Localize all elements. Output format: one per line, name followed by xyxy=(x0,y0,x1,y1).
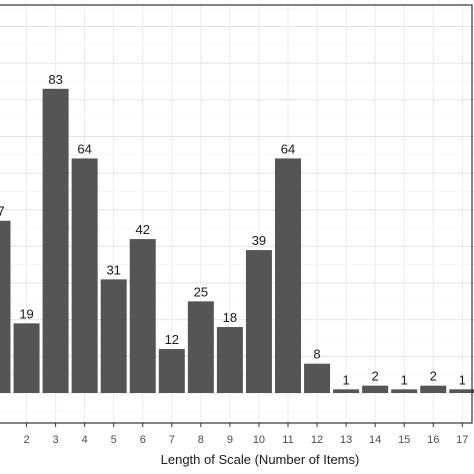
bar xyxy=(100,279,127,393)
data-label: 42 xyxy=(136,222,150,237)
bar xyxy=(304,363,331,393)
bar xyxy=(362,385,389,393)
data-label: 2 xyxy=(430,369,437,384)
x-tick-label: 1 xyxy=(0,434,1,446)
x-tick-label: 3 xyxy=(53,434,59,446)
data-label: 19 xyxy=(19,306,33,321)
x-tick-label: 17 xyxy=(456,434,468,446)
bar xyxy=(129,239,156,393)
data-label: 8 xyxy=(313,347,320,362)
data-label: 18 xyxy=(223,310,237,325)
bar xyxy=(187,301,214,393)
bars xyxy=(0,88,474,394)
x-axis-title: Length of Scale (Number of Items) xyxy=(161,452,360,467)
data-label: 83 xyxy=(48,72,62,87)
x-tick-label: 16 xyxy=(427,434,439,446)
data-label: 1 xyxy=(342,372,349,387)
bar xyxy=(158,349,185,393)
x-tick-label: 6 xyxy=(140,434,146,446)
x-tick-label: 11 xyxy=(282,434,293,446)
bar xyxy=(13,323,40,393)
x-tick-label: 5 xyxy=(111,434,117,446)
bar xyxy=(391,389,418,393)
bar xyxy=(245,250,272,393)
data-label: 1 xyxy=(401,372,408,387)
bar xyxy=(42,88,69,394)
x-tick-label: 10 xyxy=(253,434,265,446)
bar xyxy=(420,385,447,393)
x-tick-label: 9 xyxy=(227,434,233,446)
data-label: 47 xyxy=(0,204,5,219)
data-label: 64 xyxy=(77,141,91,156)
bar xyxy=(216,327,243,393)
x-tick-label: 8 xyxy=(198,434,204,446)
x-tick-label: 15 xyxy=(398,434,410,446)
x-tick-label: 2 xyxy=(23,434,29,446)
x-tick-label: 12 xyxy=(311,434,323,446)
data-labels: 4719836431421225183964812121 xyxy=(0,72,466,388)
data-label: 64 xyxy=(281,141,295,156)
data-label: 1 xyxy=(459,372,466,387)
x-tick-label: 4 xyxy=(82,434,88,446)
bar xyxy=(333,389,360,393)
x-tick-label: 14 xyxy=(369,434,381,446)
bar xyxy=(71,158,98,393)
x-tick-label: 7 xyxy=(169,434,175,446)
bar xyxy=(449,389,474,393)
data-label: 2 xyxy=(372,369,379,384)
x-tick-label: 13 xyxy=(340,434,352,446)
data-label: 25 xyxy=(194,284,208,299)
data-label: 39 xyxy=(252,233,266,248)
bar xyxy=(275,158,301,393)
data-label: 31 xyxy=(106,262,120,277)
data-label: 12 xyxy=(165,332,179,347)
plot-panel-border xyxy=(0,4,473,424)
bar xyxy=(0,220,11,393)
